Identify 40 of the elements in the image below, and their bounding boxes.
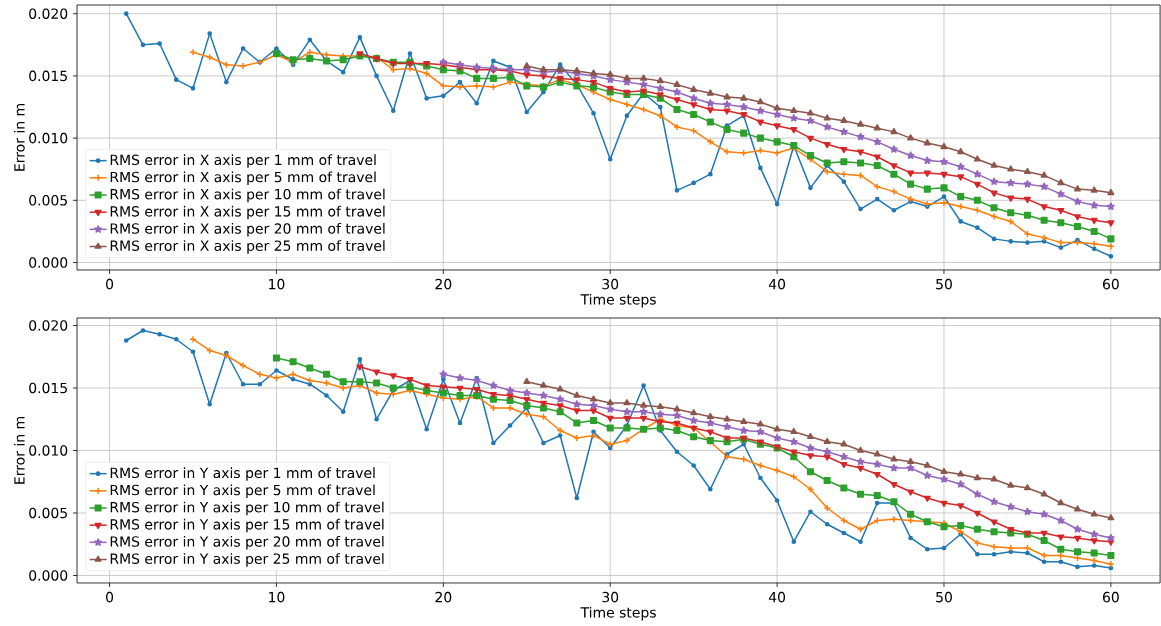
x-tick-label: 20 <box>435 591 452 603</box>
legend-label: RMS error in X axis per 15 mm of travel <box>110 205 385 220</box>
y-tick-label: 0.010 <box>29 445 68 456</box>
y-tick-label: 0.015 <box>29 382 67 394</box>
y-tick-label: 0.020 <box>29 320 68 331</box>
y-tick-label: 0.020 <box>29 8 68 19</box>
legend-label: RMS error in X axis per 20 mm of travel <box>110 223 385 237</box>
legend-label: RMS error in X axis per 1 mm of travel <box>110 154 376 168</box>
y-tick-label: 0.005 <box>29 195 67 206</box>
x-axis-title: Time steps <box>580 293 656 308</box>
x-tick-label: 60 <box>1102 591 1119 603</box>
x-axis-title: Time steps <box>580 606 656 621</box>
y-tick-label: 0.000 <box>29 570 68 581</box>
legend-label: RMS error in Y axis per 25 mm of travel <box>110 553 384 567</box>
y-tick-label: 0.010 <box>29 132 68 144</box>
x-tick-label: 0 <box>106 278 114 290</box>
x-tick-label: 30 <box>602 278 619 290</box>
x-tick-label: 0 <box>106 591 114 603</box>
x-tick-label: 30 <box>602 591 619 603</box>
x-tick-label: 60 <box>1102 278 1119 290</box>
legend-label: RMS error in X axis per 5 mm of travel <box>110 171 376 185</box>
x-tick-label: 50 <box>936 278 952 290</box>
y-tick-label: 0.005 <box>29 507 67 519</box>
legend-label: RMS error in Y axis per 15 mm of travel <box>110 518 384 533</box>
y-axis-title: Error in m <box>13 104 25 171</box>
legend-label: RMS error in Y axis per 5 mm of travel <box>110 484 375 498</box>
legend-label: RMS error in X axis per 25 mm of travel <box>110 240 385 254</box>
legend-label: RMS error in Y axis per 10 mm of travel <box>110 501 384 516</box>
legend-label: RMS error in Y axis per 20 mm of travel <box>110 536 384 550</box>
x-tick-label: 10 <box>269 591 285 603</box>
x-tick-label: 20 <box>435 278 452 290</box>
x-tick-label: 50 <box>936 591 952 603</box>
x-tick-label: 40 <box>768 591 786 603</box>
y-tick-label: 0.000 <box>29 257 68 268</box>
x-tick-label: 10 <box>269 278 285 290</box>
y-axis-title: Error in m <box>13 417 25 484</box>
y-tick-label: 0.015 <box>29 70 67 82</box>
x-tick-label: 40 <box>768 278 786 290</box>
legend-label: RMS error in X axis per 10 mm of travel <box>110 188 385 203</box>
legend-label: RMS error in Y axis per 1 mm of travel <box>110 467 375 481</box>
